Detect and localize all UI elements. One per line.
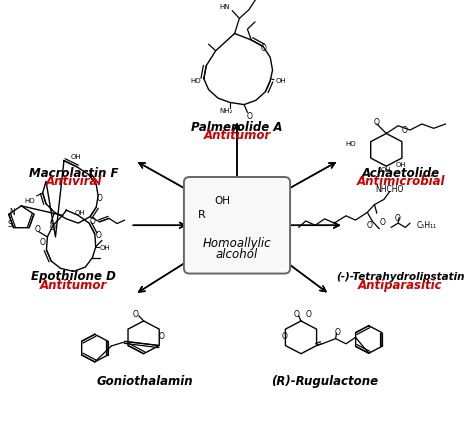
Text: (-)-Tetrahydrolipstatin: (-)-Tetrahydrolipstatin bbox=[336, 271, 465, 281]
Text: HN: HN bbox=[219, 4, 230, 10]
Text: Antitumor: Antitumor bbox=[203, 129, 271, 142]
Text: O: O bbox=[97, 194, 102, 202]
Text: OH: OH bbox=[395, 161, 406, 167]
Text: Antiparasitic: Antiparasitic bbox=[358, 278, 443, 291]
Text: O: O bbox=[282, 331, 287, 340]
Text: O: O bbox=[374, 118, 380, 126]
Text: Achaetolide: Achaetolide bbox=[362, 166, 439, 179]
Text: O: O bbox=[246, 112, 252, 120]
Text: HO: HO bbox=[191, 77, 201, 83]
Text: OH: OH bbox=[215, 196, 231, 206]
Text: O: O bbox=[132, 310, 138, 318]
Text: NH₂: NH₂ bbox=[219, 108, 232, 114]
Text: (R)-Rugulactone: (R)-Rugulactone bbox=[271, 374, 378, 387]
Text: O: O bbox=[380, 218, 386, 227]
Text: Macrolactin F: Macrolactin F bbox=[29, 166, 118, 179]
Text: Goniothalamin: Goniothalamin bbox=[96, 374, 193, 387]
Text: OH: OH bbox=[74, 210, 85, 216]
Text: O: O bbox=[367, 221, 373, 229]
Text: O: O bbox=[40, 237, 46, 246]
Text: O: O bbox=[90, 216, 95, 225]
Text: Antitumor: Antitumor bbox=[40, 278, 107, 291]
Text: O: O bbox=[293, 310, 299, 318]
Text: O: O bbox=[394, 214, 400, 222]
Text: Palmerolide A: Palmerolide A bbox=[191, 120, 283, 133]
Text: Epothilone D: Epothilone D bbox=[31, 270, 116, 283]
Text: R: R bbox=[198, 210, 205, 220]
Text: OH: OH bbox=[276, 77, 286, 83]
Text: C₅H₁₁: C₅H₁₁ bbox=[417, 221, 437, 229]
Text: O: O bbox=[159, 331, 164, 340]
Text: S: S bbox=[7, 219, 12, 228]
Text: O: O bbox=[35, 224, 41, 233]
Text: O: O bbox=[49, 222, 55, 231]
Text: O: O bbox=[260, 44, 266, 53]
Text: Antimicrobial: Antimicrobial bbox=[356, 175, 445, 188]
Text: HO: HO bbox=[24, 198, 35, 204]
Text: OH: OH bbox=[71, 154, 82, 160]
Text: alcohol: alcohol bbox=[216, 247, 258, 260]
Text: O: O bbox=[401, 126, 407, 134]
FancyBboxPatch shape bbox=[184, 178, 290, 274]
Text: OH: OH bbox=[100, 244, 110, 250]
Text: OH: OH bbox=[381, 167, 392, 173]
Text: Homoallylic: Homoallylic bbox=[203, 237, 271, 249]
Text: NHCHO: NHCHO bbox=[375, 185, 404, 194]
Text: O: O bbox=[335, 328, 340, 336]
Text: HO: HO bbox=[345, 141, 356, 147]
Text: O: O bbox=[305, 310, 311, 318]
Text: Antiviral: Antiviral bbox=[46, 175, 101, 188]
Text: N: N bbox=[9, 208, 15, 216]
Text: O: O bbox=[96, 230, 101, 239]
